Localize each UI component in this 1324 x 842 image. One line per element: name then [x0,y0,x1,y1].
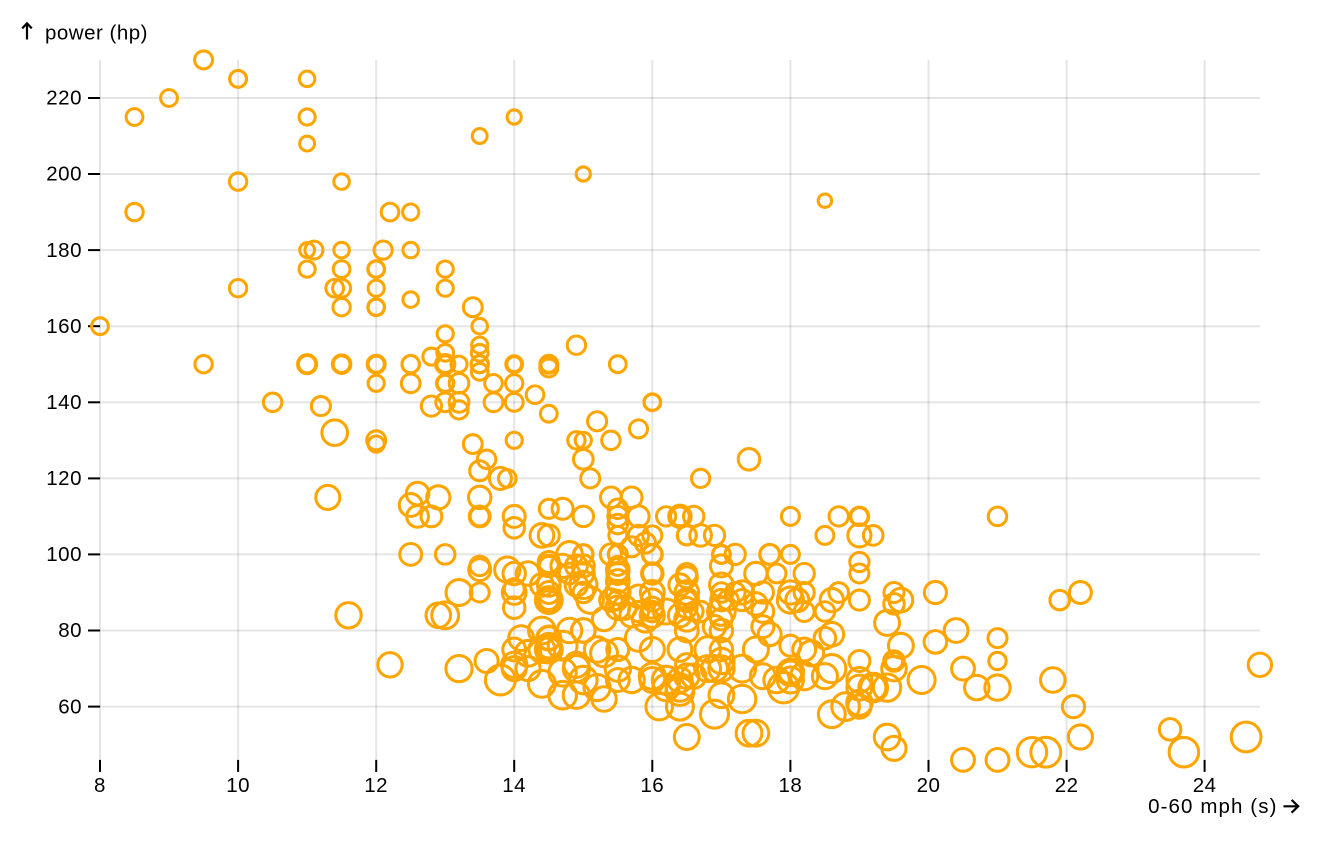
svg-text:power (hp): power (hp) [45,22,148,45]
svg-text:22: 22 [1055,774,1079,797]
svg-text:100: 100 [46,543,82,566]
svg-text:160: 160 [46,315,82,338]
svg-text:120: 120 [46,467,82,490]
svg-text:60: 60 [58,695,82,718]
svg-text:80: 80 [58,619,82,642]
svg-text:220: 220 [46,87,82,110]
svg-text:8: 8 [94,774,106,797]
svg-text:180: 180 [46,239,82,262]
svg-text:0-60 mph (s): 0-60 mph (s) [1148,795,1277,818]
svg-text:20: 20 [917,774,941,797]
svg-text:16: 16 [640,774,664,797]
svg-text:200: 200 [46,163,82,186]
svg-text:12: 12 [364,774,388,797]
svg-text:24: 24 [1193,774,1217,797]
svg-text:140: 140 [46,391,82,414]
svg-text:10: 10 [226,774,250,797]
svg-text:14: 14 [502,774,526,797]
svg-text:18: 18 [778,774,802,797]
